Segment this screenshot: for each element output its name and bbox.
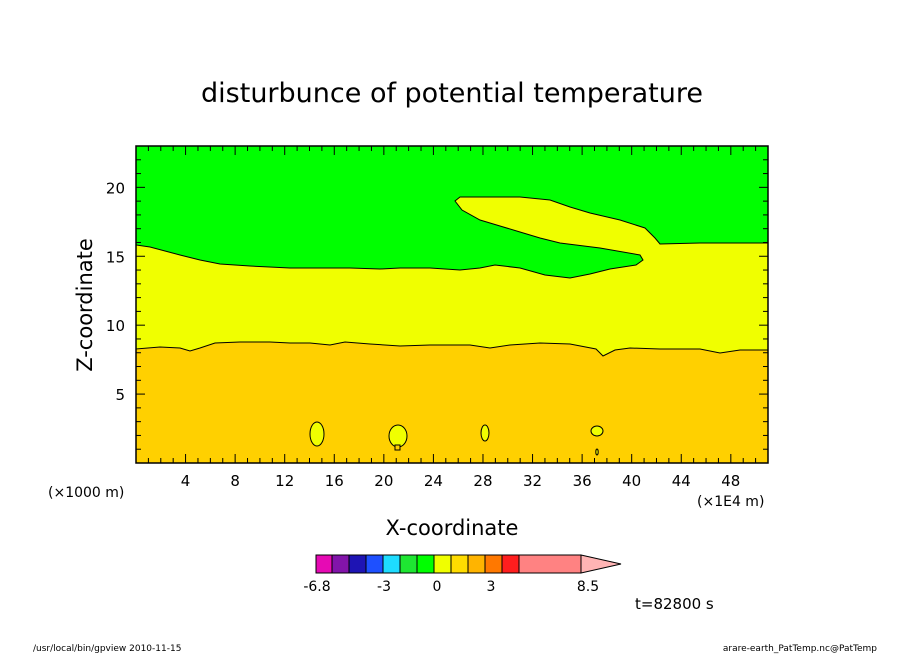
colorbar-cell (348, 554, 367, 574)
contour-blob (590, 425, 604, 437)
colorbar-cell (416, 554, 435, 574)
colorbar-cell (467, 554, 486, 574)
chart-title: disturbunce of potential temperature (201, 78, 703, 109)
x-unit-left: (×1000 m) (48, 485, 124, 501)
x-tick-label: 4 (181, 472, 191, 490)
x-tick-label: 36 (573, 472, 592, 490)
x-tick-label: 32 (523, 472, 542, 490)
x-unit-right: (×1E4 m) (697, 494, 764, 510)
x-tick-label: 40 (622, 472, 641, 490)
colorbar-cell (382, 554, 401, 574)
x-tick-label: 16 (325, 472, 344, 490)
colorbar-label: 3 (487, 579, 496, 595)
contour-blob (388, 424, 408, 448)
colorbar-cell (365, 554, 384, 574)
time-label: t=82800 s (635, 595, 714, 613)
region-green (135, 145, 769, 279)
colorbar-cell (399, 554, 418, 574)
colorbar-label: 0 (433, 579, 442, 595)
y-tick-label: 20 (106, 179, 125, 197)
contour-blob (309, 421, 325, 447)
y-tick-label: 10 (106, 317, 125, 335)
colorbar (315, 554, 622, 574)
colorbar-cell (315, 554, 333, 574)
footer-left: /usr/local/bin/gpview 2010-11-15 (33, 644, 181, 654)
colorbar-label: -6.8 (303, 579, 330, 595)
x-tick-label: 28 (473, 472, 492, 490)
colorbar-label: 8.5 (577, 579, 599, 595)
colorbar-cell (501, 554, 520, 574)
x-axis-ticks: 4 8 12 16 20 24 28 32 36 40 44 48 (147, 146, 757, 490)
y-axis-ticks: 5 10 15 20 (106, 159, 768, 450)
y-tick-label: 15 (106, 248, 125, 266)
x-tick-label: 24 (424, 472, 443, 490)
colorbar-cell (484, 554, 503, 574)
x-tick-label: 8 (230, 472, 240, 490)
x-tick-label: 44 (672, 472, 691, 490)
colorbar-cell (450, 554, 469, 574)
y-tick-label: 5 (115, 386, 125, 404)
colorbar-label: -3 (377, 579, 391, 595)
plot-frame (135, 145, 769, 464)
x-axis-label: X-coordinate (386, 516, 519, 540)
x-tick-label: 20 (374, 472, 393, 490)
colorbar-labels: -6.8 -3 0 3 8.5 (303, 579, 599, 595)
contour-blob (480, 424, 490, 442)
colorbar-cell (331, 554, 350, 574)
colorbar-cell (433, 554, 452, 574)
y-axis-label: Z-coordinate (73, 238, 97, 372)
x-tick-label: 48 (721, 472, 740, 490)
footer-right: arare-earth_PatTemp.nc@PatTemp (723, 644, 877, 654)
contour-blob (595, 448, 599, 456)
x-tick-label: 12 (275, 472, 294, 490)
colorbar-arrow (580, 554, 622, 574)
contour-blob (394, 444, 401, 451)
colorbar-cell (518, 554, 582, 574)
